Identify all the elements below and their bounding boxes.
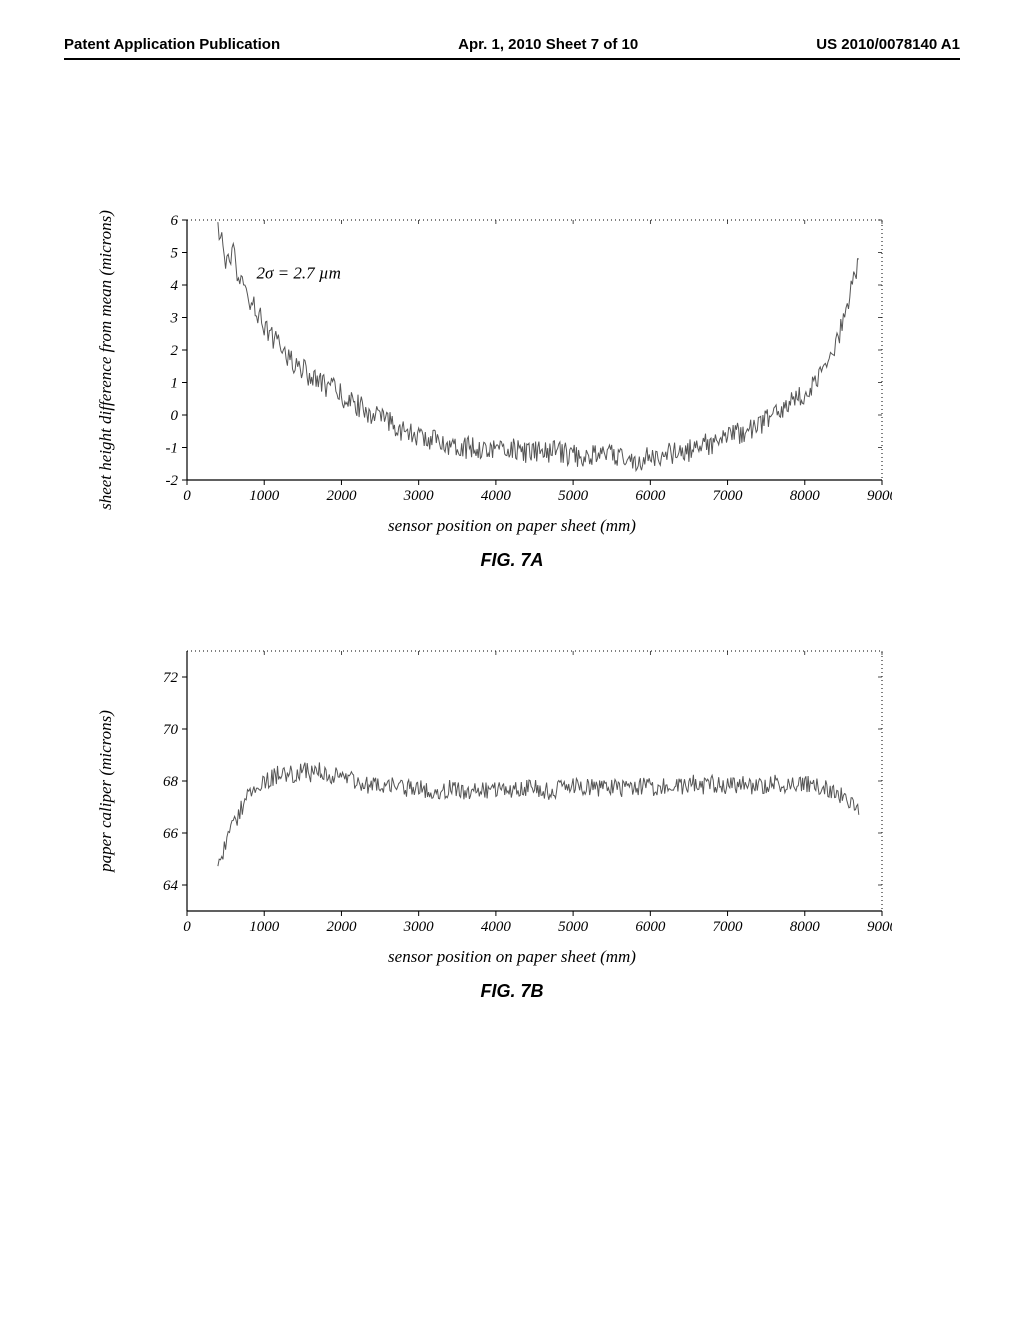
svg-text:6000: 6000 xyxy=(635,919,666,935)
chart-7a-ylabel: sheet height difference from mean (micro… xyxy=(96,210,116,510)
svg-text:3000: 3000 xyxy=(403,919,435,935)
figure-7a-title: FIG. 7A xyxy=(132,550,892,571)
chart-7a-wrap: sheet height difference from mean (micro… xyxy=(132,210,892,510)
svg-text:5000: 5000 xyxy=(558,919,589,935)
header-rule xyxy=(64,58,960,60)
figure-7a: sheet height difference from mean (micro… xyxy=(132,210,892,571)
svg-text:2000: 2000 xyxy=(326,919,357,935)
svg-text:6000: 6000 xyxy=(635,488,666,504)
svg-text:4: 4 xyxy=(171,278,179,294)
svg-text:0: 0 xyxy=(171,408,179,424)
svg-text:9000: 9000 xyxy=(867,919,892,935)
svg-text:5: 5 xyxy=(171,246,179,262)
header-right: US 2010/0078140 A1 xyxy=(816,36,960,53)
chart-7a-xlabel: sensor position on paper sheet (mm) xyxy=(132,516,892,536)
header-center: Apr. 1, 2010 Sheet 7 of 10 xyxy=(458,36,638,53)
svg-text:2: 2 xyxy=(171,343,179,359)
chart-7b-svg: 0 1000 2000 3000 4000 5000 6000 7000 8000 9000 64 6… xyxy=(132,641,892,941)
svg-text:4000: 4000 xyxy=(481,919,512,935)
svg-text:72: 72 xyxy=(163,670,179,686)
chart-7b-ylabel: paper caliper (microns) xyxy=(96,710,116,872)
chart-7b-wrap: paper caliper (microns) 0100020003000400… xyxy=(132,641,892,941)
svg-text:4000: 4000 xyxy=(481,488,512,504)
svg-text:1000: 1000 xyxy=(249,919,280,935)
svg-text:5000: 5000 xyxy=(558,488,589,504)
svg-text:3: 3 xyxy=(170,311,179,327)
svg-text:1000: 1000 xyxy=(249,488,280,504)
header-left: Patent Application Publication xyxy=(64,36,280,53)
svg-text:2000: 2000 xyxy=(326,488,357,504)
svg-text:2σ = 2.7 µm: 2σ = 2.7 µm xyxy=(257,264,341,283)
svg-text:66: 66 xyxy=(163,826,179,842)
svg-text:0: 0 xyxy=(183,488,191,504)
svg-text:70: 70 xyxy=(163,722,179,738)
svg-text:64: 64 xyxy=(163,878,179,894)
svg-text:3000: 3000 xyxy=(403,488,435,504)
svg-text:9000: 9000 xyxy=(867,488,892,504)
svg-text:7000: 7000 xyxy=(713,919,744,935)
patent-header: Patent Application Publication Apr. 1, 2… xyxy=(0,36,1024,53)
svg-text:-2: -2 xyxy=(166,473,179,489)
figure-7b-title: FIG. 7B xyxy=(132,981,892,1002)
chart-7a-svg: 0 1000 2000 3000 4000 5000 6000 7000 8000 9000 -2 -… xyxy=(132,210,892,510)
svg-text:8000: 8000 xyxy=(790,919,821,935)
figure-7b: paper caliper (microns) 0100020003000400… xyxy=(132,641,892,1002)
svg-text:0: 0 xyxy=(183,919,191,935)
figures-area: sheet height difference from mean (micro… xyxy=(0,100,1024,1002)
svg-text:1: 1 xyxy=(171,376,179,392)
chart-7b-xlabel: sensor position on paper sheet (mm) xyxy=(132,947,892,967)
svg-text:68: 68 xyxy=(163,774,179,790)
svg-text:6: 6 xyxy=(171,213,179,229)
svg-text:7000: 7000 xyxy=(713,488,744,504)
svg-text:-1: -1 xyxy=(166,441,179,457)
svg-text:8000: 8000 xyxy=(790,488,821,504)
